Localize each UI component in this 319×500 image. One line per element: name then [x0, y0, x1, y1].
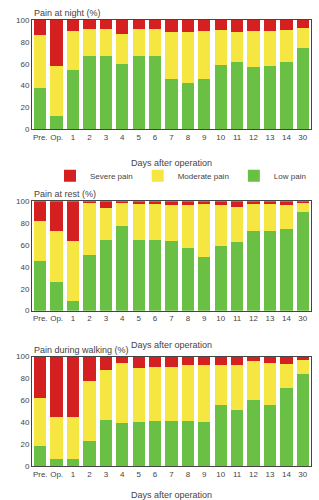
svg-text:80: 80	[20, 374, 29, 383]
svg-text:7: 7	[169, 133, 174, 142]
svg-text:60: 60	[20, 60, 29, 69]
svg-text:60: 60	[20, 241, 29, 250]
svg-text:Days after operation: Days after operation	[131, 158, 212, 168]
svg-text:Pain during walking (%): Pain during walking (%)	[34, 345, 129, 355]
svg-text:80: 80	[20, 38, 29, 47]
svg-text:14: 14	[282, 314, 291, 323]
svg-text:5: 5	[136, 470, 141, 479]
svg-text:10: 10	[216, 133, 225, 142]
svg-text:0: 0	[25, 125, 30, 134]
svg-text:11: 11	[233, 470, 242, 479]
svg-text:100: 100	[16, 16, 30, 25]
svg-text:13: 13	[266, 314, 275, 323]
svg-text:0: 0	[25, 306, 30, 315]
svg-text:10: 10	[216, 470, 225, 479]
svg-text:10: 10	[216, 314, 225, 323]
svg-text:Pre.: Pre.	[33, 314, 48, 323]
svg-text:6: 6	[153, 133, 158, 142]
svg-text:4: 4	[120, 314, 125, 323]
svg-text:2: 2	[87, 470, 92, 479]
svg-text:30: 30	[298, 314, 307, 323]
svg-text:100: 100	[16, 352, 30, 361]
svg-text:13: 13	[266, 470, 275, 479]
svg-text:7: 7	[169, 470, 174, 479]
svg-text:3: 3	[104, 314, 109, 323]
svg-text:8: 8	[186, 133, 191, 142]
svg-text:40: 40	[20, 263, 29, 272]
svg-text:6: 6	[153, 470, 158, 479]
svg-text:3: 3	[104, 470, 109, 479]
svg-text:2: 2	[87, 133, 92, 142]
svg-text:14: 14	[282, 133, 291, 142]
svg-text:5: 5	[136, 314, 141, 323]
svg-text:3: 3	[104, 133, 109, 142]
svg-text:Pre.: Pre.	[33, 470, 48, 479]
svg-text:20: 20	[20, 440, 29, 449]
svg-text:Op.: Op.	[50, 470, 63, 479]
svg-text:8: 8	[186, 314, 191, 323]
svg-text:Days after operation: Days after operation	[131, 340, 212, 350]
svg-text:11: 11	[233, 314, 242, 323]
svg-text:2: 2	[87, 314, 92, 323]
svg-text:Pre.: Pre.	[33, 133, 48, 142]
svg-text:Pain at rest (%): Pain at rest (%)	[34, 189, 96, 199]
svg-text:0: 0	[25, 462, 30, 471]
svg-text:9: 9	[202, 133, 207, 142]
svg-text:12: 12	[249, 133, 258, 142]
svg-text:80: 80	[20, 219, 29, 228]
svg-text:11: 11	[233, 133, 242, 142]
svg-text:60: 60	[20, 396, 29, 405]
svg-text:Op.: Op.	[50, 133, 63, 142]
svg-text:12: 12	[249, 314, 258, 323]
svg-text:Op.: Op.	[50, 314, 63, 323]
svg-text:40: 40	[20, 81, 29, 90]
svg-text:40: 40	[20, 418, 29, 427]
svg-text:1: 1	[71, 133, 76, 142]
svg-text:30: 30	[298, 133, 307, 142]
svg-text:30: 30	[298, 470, 307, 479]
svg-text:Severe pain: Severe pain	[90, 172, 133, 181]
svg-text:Low pain: Low pain	[274, 172, 306, 181]
svg-text:100: 100	[16, 197, 30, 206]
svg-text:Pain at night (%): Pain at night (%)	[34, 8, 101, 18]
svg-text:20: 20	[20, 103, 29, 112]
svg-text:4: 4	[120, 470, 125, 479]
svg-text:14: 14	[282, 470, 291, 479]
svg-text:4: 4	[120, 133, 125, 142]
svg-text:Moderate pain: Moderate pain	[178, 172, 229, 181]
svg-text:9: 9	[202, 470, 207, 479]
svg-text:1: 1	[71, 470, 76, 479]
svg-text:8: 8	[186, 470, 191, 479]
svg-text:13: 13	[266, 133, 275, 142]
svg-text:20: 20	[20, 285, 29, 294]
svg-text:5: 5	[136, 133, 141, 142]
svg-text:12: 12	[249, 470, 258, 479]
svg-text:1: 1	[71, 314, 76, 323]
svg-text:6: 6	[153, 314, 158, 323]
svg-text:Days after operation: Days after operation	[131, 490, 212, 500]
svg-text:7: 7	[169, 314, 174, 323]
svg-text:9: 9	[202, 314, 207, 323]
